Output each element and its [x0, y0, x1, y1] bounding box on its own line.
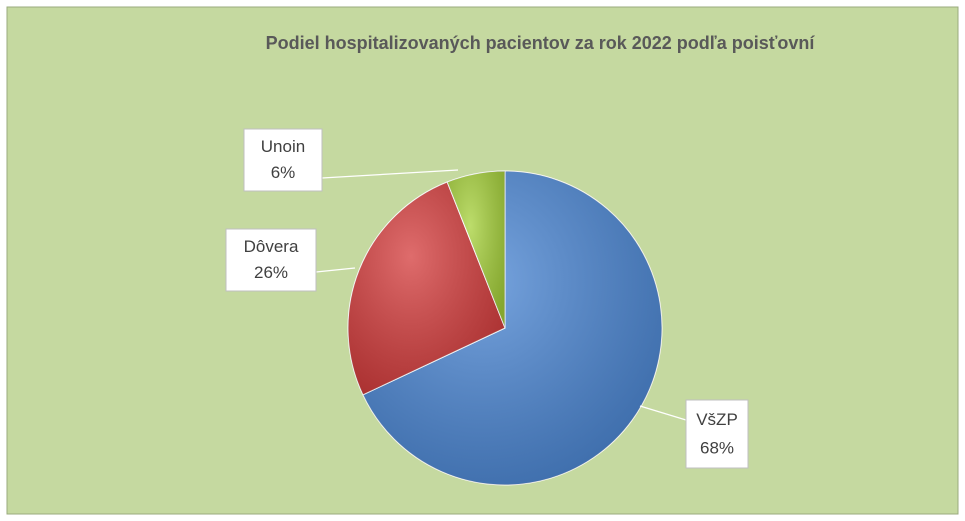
- category-label: Dôvera: [244, 237, 299, 256]
- category-label: Unoin: [261, 137, 305, 156]
- label-box: [225, 228, 317, 292]
- label-box: [685, 399, 749, 469]
- leader-line: [321, 169, 459, 179]
- chart-title: Podiel hospitalizovaných pacientov za ro…: [266, 33, 816, 53]
- value-label: 26%: [254, 263, 288, 282]
- value-label: 68%: [700, 438, 734, 457]
- slice-shade: [447, 171, 505, 328]
- leader-line: [315, 267, 356, 273]
- value-label: 6%: [271, 163, 296, 182]
- leader-line: [639, 405, 687, 421]
- slice-shade: [348, 182, 505, 395]
- category-label: VšZP: [696, 410, 738, 429]
- label-box: [243, 128, 323, 192]
- slice-shade: [362, 171, 662, 485]
